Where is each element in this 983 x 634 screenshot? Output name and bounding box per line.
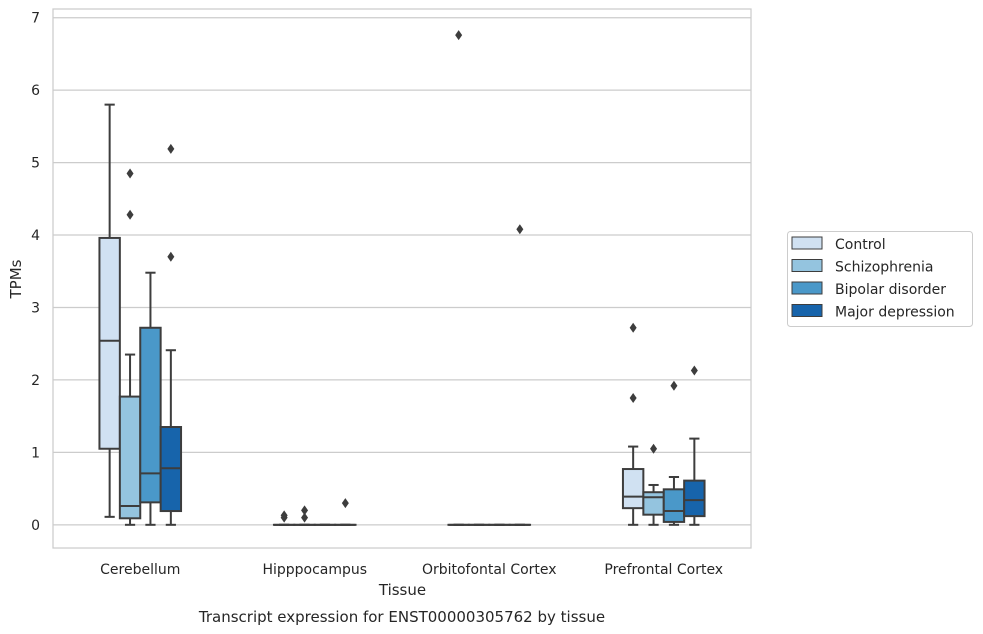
outlier-point	[341, 498, 349, 509]
legend: Control Schizophrenia Bipolar disorder Majo…	[787, 231, 973, 327]
outlier-point	[629, 393, 637, 404]
y-tick-label: 3	[31, 300, 40, 316]
legend-swatch	[791, 236, 823, 250]
boxes	[98, 30, 706, 526]
legend-label: Major depression	[835, 305, 955, 321]
plot-frame	[52, 8, 752, 549]
box-schizophrenia	[293, 505, 316, 526]
y-tick-label: 2	[31, 373, 40, 389]
y-tick-label: 0	[31, 518, 40, 534]
box-iqr	[662, 488, 686, 523]
box-control	[272, 510, 296, 526]
y-tick-label: 1	[31, 445, 40, 461]
x-tick-labels: Cerebellum Hipppocampus Orbitofontal Corte…	[100, 562, 723, 578]
box-iqr	[98, 236, 121, 450]
outlier-point	[516, 224, 524, 235]
legend-swatch	[791, 259, 823, 272]
box-control	[621, 322, 645, 526]
outlier-point	[690, 365, 698, 376]
x-tick-label: Cerebellum	[100, 562, 180, 578]
legend-swatch	[791, 304, 823, 317]
box-iqr	[621, 468, 645, 510]
outlier-point	[167, 143, 175, 154]
outlier-point	[650, 443, 658, 454]
legend-label: Bipolar disorder	[835, 282, 946, 298]
legend-swatch	[791, 281, 823, 295]
box-major-depression	[334, 498, 357, 526]
chart-caption: Transcript expression for ENST0000030576…	[198, 608, 605, 626]
box-schizophrenia	[118, 168, 142, 526]
outlier-point	[629, 322, 637, 333]
legend-label: Schizophrenia	[835, 260, 933, 276]
x-tick-label: Orbitofontal Cortex	[422, 562, 557, 578]
legend-item: Schizophrenia	[791, 259, 933, 276]
y-tick-label: 6	[31, 83, 40, 99]
box-major-depression	[159, 143, 183, 526]
y-axis-label: TPMs	[7, 259, 25, 299]
box-major-depression	[683, 365, 706, 526]
outlier-point	[126, 168, 134, 179]
outlier-point	[301, 512, 309, 523]
y-tick-label: 4	[31, 228, 40, 244]
box-control	[447, 30, 470, 526]
legend-item: Control	[791, 236, 886, 253]
box-iqr	[642, 491, 665, 516]
legend-label: Control	[835, 237, 886, 253]
legend-frame	[787, 231, 973, 327]
box-iqr	[683, 479, 706, 518]
outlier-point	[126, 209, 134, 220]
outlier-point	[301, 505, 309, 516]
legend-item: Major depression	[791, 304, 955, 321]
x-axis-label: Tissue	[378, 581, 426, 599]
y-tick-labels: 0 1 2 3 4 5 6 7	[31, 11, 40, 534]
outlier-point	[280, 510, 288, 521]
legend-item: Bipolar disorder	[791, 281, 946, 298]
x-tick-label: Hipppocampus	[262, 562, 367, 578]
y-tick-label: 7	[31, 11, 40, 27]
x-tick-label: Prefrontal Cortex	[604, 562, 723, 578]
y-tick-label: 5	[31, 156, 40, 172]
outlier-point	[455, 30, 463, 41]
box-bipolar-disorder	[139, 271, 162, 526]
box-major-depression	[508, 224, 532, 526]
box-iqr	[118, 395, 142, 520]
box-schizophrenia	[642, 443, 665, 526]
box-control	[98, 103, 121, 518]
outlier-point	[670, 380, 678, 391]
box-iqr	[139, 326, 162, 504]
outlier-point	[167, 251, 175, 262]
